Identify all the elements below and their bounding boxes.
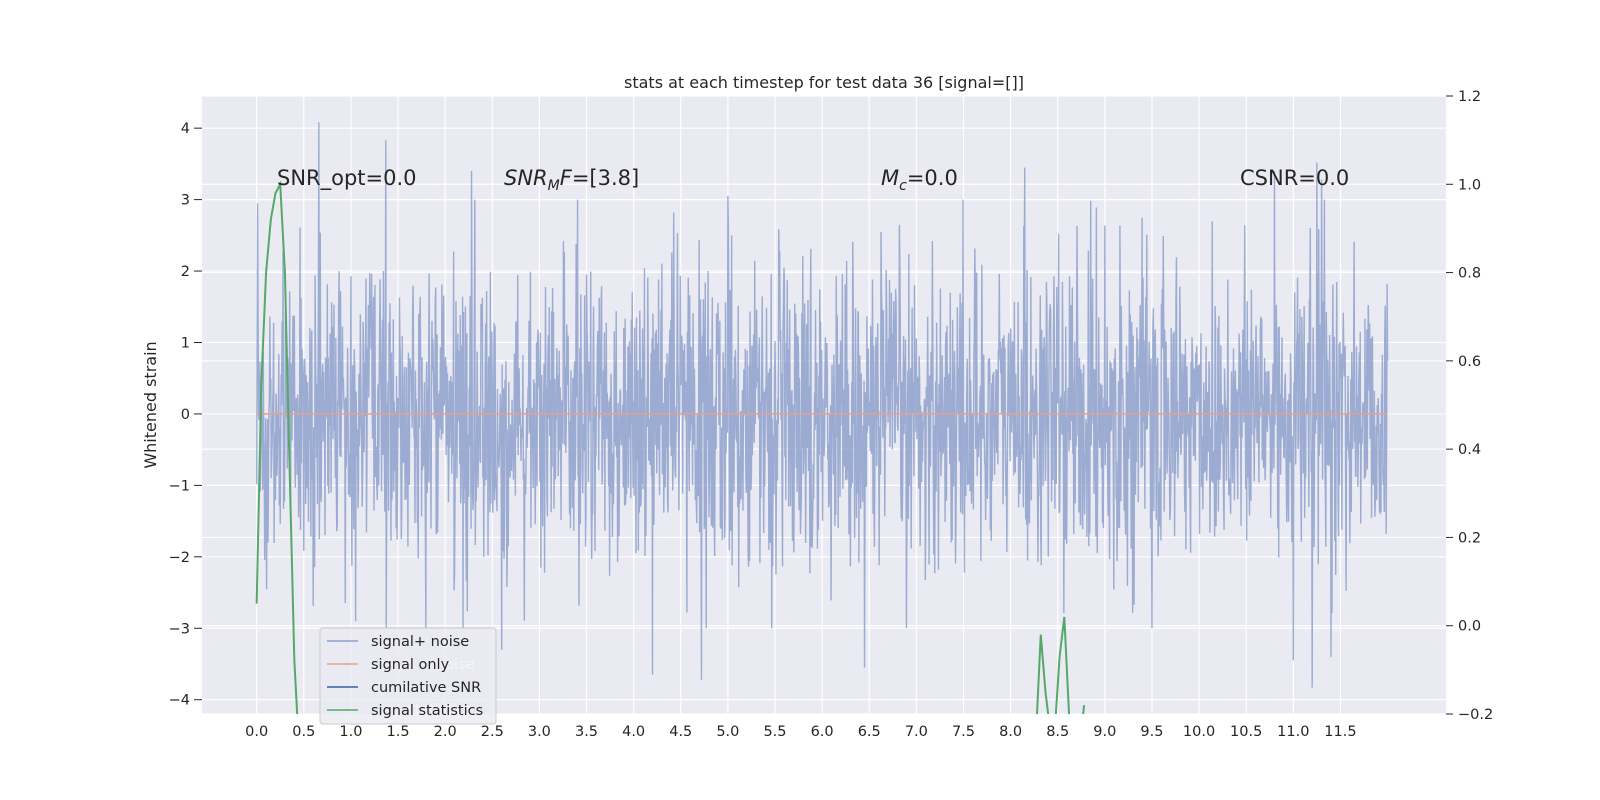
annotation-mc: Mc=0.0 (881, 166, 958, 194)
y-tick-label: 2 (181, 264, 190, 280)
y2-tick-label: 1.2 (1458, 89, 1481, 105)
x-tick-label: 4.5 (669, 724, 692, 740)
signal-statistics-segment (255, 180, 299, 714)
x-tick-label: 1.5 (386, 724, 409, 740)
x-tick-label: 3.5 (575, 724, 598, 740)
y-tick-label: −1 (169, 478, 190, 494)
legend-label-signal-only: signal only (371, 657, 450, 673)
y2-tick-label: 1.0 (1458, 177, 1481, 193)
y-tick-label: −2 (169, 550, 190, 566)
y-axis-ticks: 4 3 2 1 0 −1 −2 −3 −4 (169, 121, 202, 709)
signal-statistics-segment (1035, 634, 1050, 714)
y-tick-label: 0 (181, 407, 190, 423)
legend-box (319, 627, 497, 725)
x-tick-label: 2.0 (434, 724, 457, 740)
x-tick-label: 0.5 (292, 724, 315, 740)
x-tick-label: 6.0 (811, 724, 834, 740)
signal-statistics-segment (1082, 705, 1086, 714)
x-tick-label: 1.0 (339, 724, 362, 740)
x-tick-label: 6.5 (858, 724, 881, 740)
signal-noise-series (255, 122, 1389, 688)
annotation-snr-mf: SNRMF=[3.8] (504, 166, 639, 194)
signal-noise-line (255, 122, 1389, 688)
x-tick-label: 7.0 (905, 724, 928, 740)
y2-tick-label: 0.0 (1458, 619, 1481, 635)
y-tick-label: −4 (169, 693, 190, 709)
annotation-snr-opt: SNR_opt=0.0 (277, 166, 417, 191)
x-tick-label: 5.5 (763, 724, 786, 740)
x-tick-label: 10.0 (1183, 724, 1215, 740)
x-tick-label: 5.0 (716, 724, 739, 740)
annotation-snr-mf-base: SNR (504, 166, 548, 190)
legend-ghost-statistics: statistics (407, 702, 472, 718)
x-tick-label: 2.5 (481, 724, 504, 740)
legend-label-signal-statistics: signal statistics (371, 703, 483, 719)
annotation-mc-sub: c (899, 178, 907, 194)
annotation-csnr: CSNR=0.0 (1240, 166, 1349, 190)
signal-statistics-series (255, 180, 1086, 714)
x-tick-label: 11.5 (1324, 724, 1356, 740)
x-tick-label: 8.0 (999, 724, 1022, 740)
x-tick-label: 7.5 (952, 724, 975, 740)
y2-tick-label: 0.2 (1458, 530, 1481, 546)
annotation-mc-value: =0.0 (907, 166, 958, 190)
y-axis-label: Whitened strain (141, 341, 160, 468)
x-tick-label: 9.5 (1140, 724, 1163, 740)
x-axis-ticks: 0.0 0.5 1.0 1.5 2.0 2.5 3.0 3.5 4.0 4.5 5.0 5.5 6.0 6… (245, 724, 1356, 740)
y2-axis-ticks: 1.2 1.0 0.8 0.6 0.4 0.2 0.0 −0.2 (1446, 89, 1493, 723)
y2-tick-label: 0.4 (1458, 442, 1481, 458)
y-tick-label: −3 (169, 621, 190, 637)
x-tick-label: 9.0 (1093, 724, 1116, 740)
x-tick-label: 3.0 (528, 724, 551, 740)
annotation-mc-base: M (881, 166, 899, 190)
signal-statistics-segment (1054, 616, 1071, 714)
y-tick-label: 1 (181, 335, 190, 351)
x-tick-label: 0.0 (245, 724, 268, 740)
y-tick-label: 3 (181, 193, 190, 209)
annotation-snr-mf-value: =[3.8] (572, 166, 639, 190)
chart-title: stats at each timestep for test data 36 … (624, 73, 1024, 92)
legend-ghost-noise: noise (436, 657, 475, 673)
x-tick-label: 11.0 (1277, 724, 1309, 740)
legend-label-cumulative-snr: cumilative SNR (371, 680, 481, 696)
legend-label-signal-noise: signal+ noise (371, 634, 469, 650)
annotation-snr-mf-f: F (560, 166, 573, 190)
x-tick-label: 4.0 (622, 724, 645, 740)
y2-tick-label: 0.8 (1458, 266, 1481, 282)
legend: noise statistics signal+ noise signal on… (319, 627, 497, 725)
y-tick-label: 4 (181, 121, 190, 137)
x-tick-label: 10.5 (1230, 724, 1262, 740)
annotation-snr-mf-sub: M (548, 178, 560, 194)
y2-tick-label: −0.2 (1458, 707, 1493, 723)
y2-tick-label: 0.6 (1458, 354, 1481, 370)
x-tick-label: 8.5 (1046, 724, 1069, 740)
